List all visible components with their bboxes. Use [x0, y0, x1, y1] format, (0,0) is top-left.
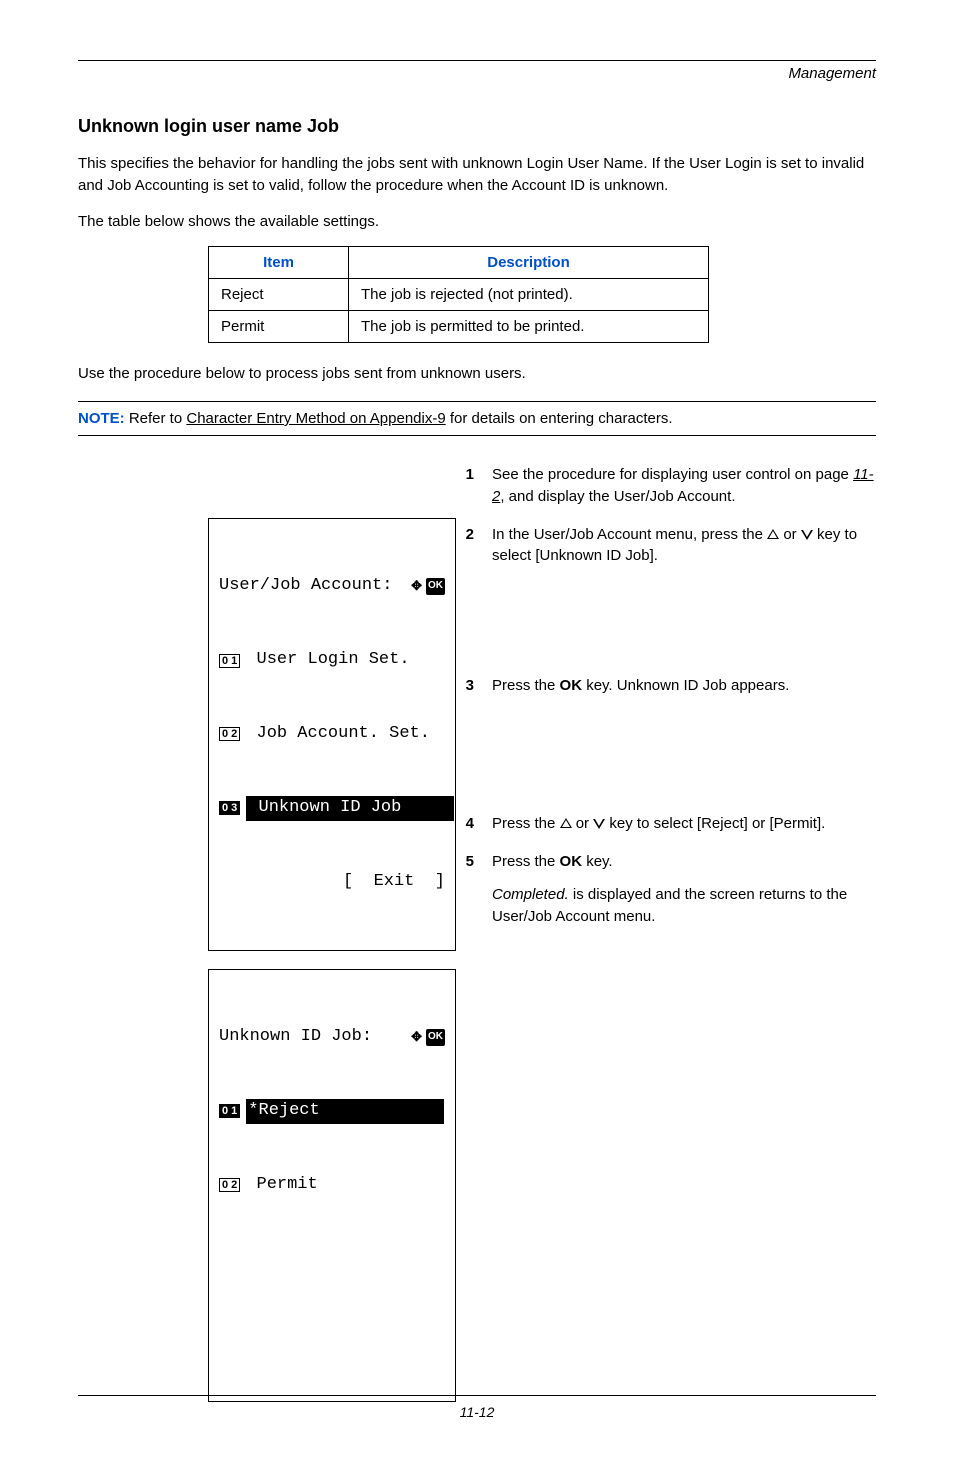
- step-number: 1: [458, 464, 474, 508]
- note-label: NOTE:: [78, 410, 125, 427]
- triangle-up-icon: [767, 529, 779, 540]
- ok-badge-icon: OK: [426, 1029, 445, 1046]
- step-text: , and display the User/Job Account.: [500, 488, 735, 505]
- lcd-colon: :: [382, 574, 392, 599]
- lcd-row-text: User Login Set.: [246, 648, 409, 673]
- table-cell-desc: The job is rejected (not printed).: [349, 279, 709, 311]
- table-cell-desc: The job is permitted to be printed.: [349, 311, 709, 343]
- step-text: Press the: [492, 853, 560, 870]
- lcd-row-number-selected: 0 3: [219, 801, 240, 815]
- lcd-row-number-selected: 0 1: [219, 1104, 240, 1118]
- lcd-exit-label: [ Exit ]: [343, 870, 445, 895]
- page-number: 11-12: [460, 1404, 495, 1420]
- lcd-row-number: 0 2: [219, 727, 240, 741]
- step-number: 2: [458, 524, 474, 568]
- step-text: or: [572, 815, 594, 832]
- lcd-row-number: 0 2: [219, 1178, 240, 1192]
- lcd-row-text-selected: *Reject: [246, 1099, 444, 1124]
- lcd-row-text-selected: Unknown ID Job: [246, 796, 454, 821]
- step-4: 4 Press the or key to select [Reject] or…: [458, 813, 876, 835]
- ok-key-label: OK: [560, 677, 583, 694]
- lcd-row-text: Job Account. Set.: [246, 722, 430, 747]
- step-text: key.: [582, 853, 613, 870]
- triangle-down-icon: [801, 529, 813, 540]
- intro-paragraph-2: The table below shows the available sett…: [78, 211, 876, 233]
- ok-badge-icon: OK: [426, 578, 445, 595]
- nav-diamond-icon: ✥: [411, 577, 422, 596]
- step-5: 5 Press the OK key. Completed. is displa…: [458, 851, 876, 928]
- step-number: 3: [458, 675, 474, 697]
- note-block: NOTE: Refer to Character Entry Method on…: [78, 401, 876, 436]
- intro-paragraph-3: Use the procedure below to process jobs …: [78, 363, 876, 385]
- header-section: Management: [78, 65, 876, 82]
- triangle-down-icon: [593, 818, 605, 829]
- lcd-screen-unknown-id-job: Unknown ID Job: ✥ OK 0 1 *Reject 0 2 Perm…: [208, 969, 456, 1402]
- step-text: or: [779, 526, 801, 543]
- table-header-item: Item: [209, 247, 349, 279]
- triangle-up-icon: [560, 818, 572, 829]
- lcd-screen-user-job-account: User/Job Account: ✥ OK 0 1 User Login Se…: [208, 518, 456, 951]
- lcd-title: Unknown ID Job:: [219, 1025, 372, 1050]
- step-number: 4: [458, 813, 474, 835]
- step-text: key. Unknown ID Job appears.: [582, 677, 789, 694]
- note-link[interactable]: Character Entry Method on Appendix-9: [186, 410, 445, 427]
- step-2: 2 In the User/Job Account menu, press th…: [458, 524, 876, 568]
- step-number: 5: [458, 851, 474, 928]
- table-cell-item: Permit: [209, 311, 349, 343]
- step-text: In the User/Job Account menu, press the: [492, 526, 767, 543]
- intro-paragraph-1: This specifies the behavior for handling…: [78, 153, 876, 197]
- step-text: See the procedure for displaying user co…: [492, 466, 853, 483]
- step-text: Press the: [492, 815, 560, 832]
- page-title: Unknown login user name Job: [78, 116, 876, 137]
- step-text: key to select [Reject] or [Permit].: [605, 815, 825, 832]
- ok-key-label: OK: [560, 853, 583, 870]
- lcd-row-text: Permit: [246, 1173, 317, 1198]
- note-text-suffix: for details on entering characters.: [446, 410, 673, 427]
- lcd-title: User/Job Account: [219, 574, 382, 599]
- step-3: 3 Press the OK key. Unknown ID Job appea…: [458, 675, 876, 697]
- table-row: Reject The job is rejected (not printed)…: [209, 279, 709, 311]
- table-row: Permit The job is permitted to be printe…: [209, 311, 709, 343]
- nav-diamond-icon: ✥: [411, 1028, 422, 1047]
- settings-table: Item Description Reject The job is rejec…: [208, 246, 709, 343]
- note-text-prefix: Refer to: [125, 410, 187, 427]
- step-1: 1 See the procedure for displaying user …: [458, 464, 876, 508]
- table-header-description: Description: [349, 247, 709, 279]
- lcd-row-number: 0 1: [219, 654, 240, 668]
- step-text: Press the: [492, 677, 560, 694]
- table-cell-item: Reject: [209, 279, 349, 311]
- completed-label: Completed.: [492, 886, 569, 903]
- page-footer: 11-12: [78, 1395, 876, 1420]
